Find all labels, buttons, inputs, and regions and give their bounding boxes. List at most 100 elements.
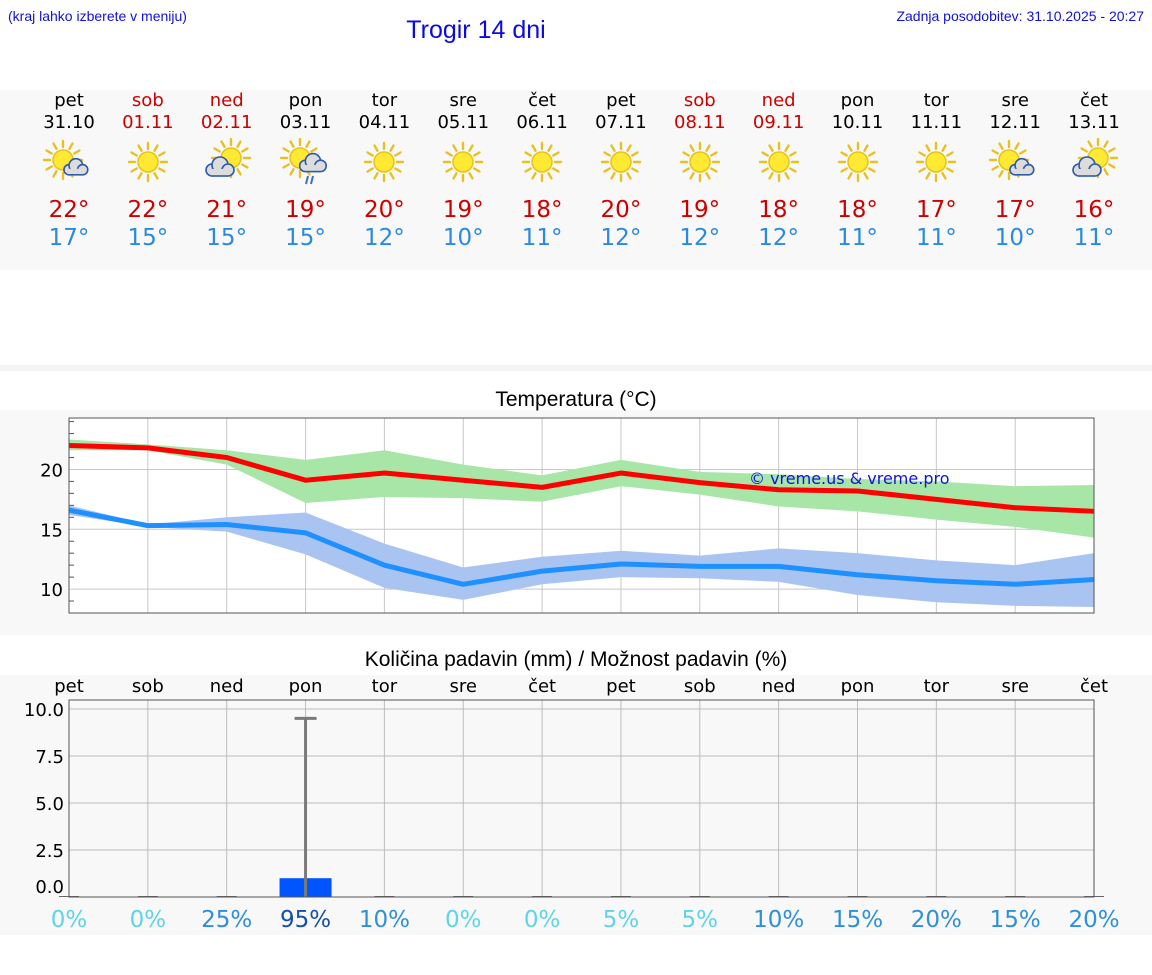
day-name: sob	[683, 90, 716, 111]
y-tick-label: 20	[40, 460, 63, 481]
temp-max: 22°	[127, 197, 169, 223]
temp-min: 12°	[364, 225, 405, 251]
temp-max: 21°	[206, 197, 248, 223]
sun-icon	[521, 141, 563, 183]
sun-cloud-icon	[42, 139, 89, 181]
sun-shape	[600, 141, 642, 183]
category-label: sob	[684, 676, 716, 697]
precip-probability: 15%	[990, 907, 1041, 933]
cloud-shape	[1009, 157, 1035, 176]
precip-probability: 0%	[51, 907, 88, 933]
day-column: sob 01.11 22° 15°	[108, 90, 188, 252]
temp-max: 22°	[48, 197, 90, 223]
day-name: pet	[606, 90, 636, 111]
category-label: tor	[372, 676, 398, 697]
sun-shape	[916, 141, 957, 183]
temperature-chart-title: Temperatura (°C)	[495, 388, 657, 411]
day-name: sre	[1001, 90, 1029, 111]
day-name: tor	[371, 90, 398, 111]
category-label: pet	[54, 676, 84, 697]
cloud-shape	[1072, 156, 1102, 177]
temp-max: 19°	[442, 197, 484, 223]
day-date: 31.10	[43, 112, 95, 133]
day-column: pet 31.10 22° 17°	[29, 90, 109, 252]
daily-forecast-panel: pet 31.10 22° 17° sob 01.11 22° 15° ned 02.11 21° 1…	[0, 90, 1152, 270]
min-temperature-line	[68, 507, 1095, 587]
last-updated: Zadnja posodobitev: 31.10.2025 - 20:27	[896, 8, 1144, 24]
day-date: 07.11	[595, 112, 647, 133]
sun-icon	[837, 141, 878, 183]
day-column: pon 10.11 18° 11°	[818, 90, 898, 252]
day-column: ned 09.11 18° 12°	[739, 90, 819, 252]
cloud-sun-icon	[204, 138, 251, 179]
sun-cloud-icon	[988, 139, 1035, 181]
day-column: pon 03.11 19° 15°	[266, 90, 346, 252]
precip-probability: 0%	[445, 907, 482, 933]
y-tick-label: 2.5	[35, 841, 64, 862]
day-name: čet	[1080, 90, 1109, 111]
day-name: pet	[54, 90, 84, 111]
category-label: čet	[528, 676, 556, 697]
day-date: 06.11	[516, 112, 568, 133]
sun-shape	[521, 141, 563, 183]
category-label: pon	[289, 676, 323, 697]
min-temperature-band	[69, 505, 1095, 608]
plot-frame	[68, 417, 1095, 614]
temp-min: 11°	[837, 225, 878, 251]
sun-shape	[679, 141, 720, 183]
day-date: 08.11	[674, 112, 726, 133]
precip-probability: 95%	[280, 907, 331, 933]
precipitation-chart-title: Količina padavin (mm) / Možnost padavin …	[364, 648, 788, 671]
day-date: 01.11	[122, 112, 174, 133]
category-label: pon	[841, 676, 875, 697]
precip-probability: 10%	[359, 907, 410, 933]
temp-min: 10°	[442, 225, 484, 251]
day-date: 04.11	[358, 112, 411, 133]
sun-icon	[758, 141, 799, 183]
section-divider	[0, 365, 1152, 371]
day-name: pon	[840, 90, 875, 111]
temp-min: 11°	[915, 225, 957, 251]
sun-shape	[758, 141, 799, 183]
day-column: tor 04.11 20° 12°	[344, 90, 424, 252]
category-label: pet	[606, 676, 636, 697]
temp-max: 17°	[915, 197, 957, 223]
y-tick-label: 15	[40, 520, 63, 541]
y-tick-label: 7.5	[35, 747, 64, 768]
temp-max: 20°	[364, 197, 405, 223]
precip-probability: 20%	[911, 907, 962, 933]
y-tick-label: 0.0	[35, 877, 64, 898]
temp-max: 18°	[758, 197, 800, 223]
sun-shape	[837, 141, 878, 183]
temp-max: 17°	[994, 197, 1036, 223]
location-hint: (kraj lahko izberete v meniju)	[8, 8, 187, 24]
temp-max: 19°	[285, 197, 326, 223]
temp-min: 15°	[206, 225, 248, 251]
temp-min: 11°	[1073, 225, 1115, 251]
cloud-shape	[204, 156, 235, 177]
temp-min: 12°	[758, 225, 800, 251]
plot-area	[69, 700, 1094, 897]
day-name: ned	[761, 90, 796, 111]
day-column: ned 02.11 21° 15°	[187, 90, 267, 252]
day-date: 02.11	[200, 112, 253, 133]
precip-probability: 0%	[130, 907, 167, 933]
cloud-shape	[298, 152, 327, 173]
sun-icon	[127, 141, 169, 183]
y-tick-label: 5.0	[35, 794, 64, 815]
y-tick-label: 10	[40, 580, 63, 601]
day-date: 11.11	[910, 112, 963, 133]
day-name: sre	[449, 90, 477, 111]
category-label: sre	[1001, 676, 1028, 697]
temp-min: 10°	[994, 225, 1036, 251]
max-temperature-line	[68, 443, 1095, 514]
sun-shape	[127, 141, 169, 183]
temp-max: 18°	[837, 197, 878, 223]
temp-min: 15°	[127, 225, 169, 251]
category-label: ned	[210, 676, 244, 697]
sun-icon	[600, 141, 642, 183]
temp-max: 18°	[521, 197, 563, 223]
day-date: 12.11	[989, 112, 1041, 133]
